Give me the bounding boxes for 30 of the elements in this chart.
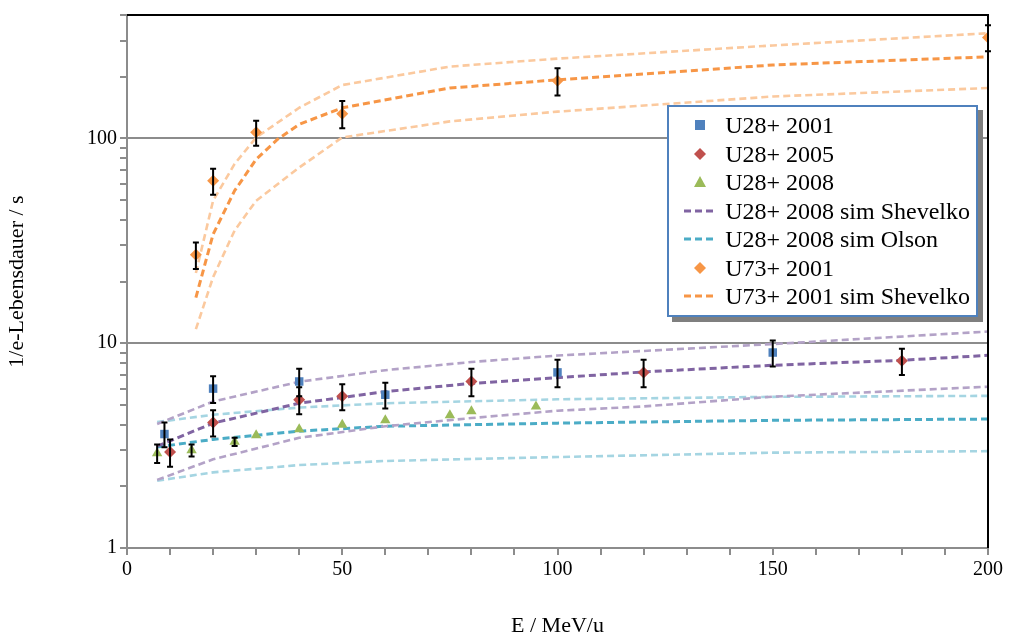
y-tick-label: 100: [87, 125, 117, 148]
x-tick-label: 200: [973, 557, 1003, 580]
legend-label: U73+ 2001: [725, 253, 834, 282]
legend-label: U28+ 2008: [725, 168, 834, 197]
point: [444, 409, 456, 419]
legend-label: U28+ 2008 sim Olson: [725, 225, 939, 254]
x-axis-title: E / MeV/u: [511, 611, 604, 637]
x-tick-label: 0: [122, 557, 132, 580]
x-tick-label: 100: [542, 557, 573, 580]
legend-label: U28+ 2005: [725, 139, 834, 168]
y-axis-title: 1/e-Lebensdauer / s: [2, 195, 28, 368]
line-series: [194, 31, 988, 275]
line-series: [155, 449, 988, 483]
line-series: [155, 330, 988, 426]
legend-label: U28+ 2001: [725, 111, 834, 140]
point: [530, 400, 542, 410]
line-series: [155, 394, 988, 424]
point: [250, 429, 262, 439]
x-tick-label: 150: [757, 557, 788, 580]
point: [337, 418, 348, 428]
point: [294, 423, 305, 433]
legend-label: U28+ 2008 sim Shevelko: [725, 196, 970, 225]
legend-label: U73+ 2001 sim Shevelko: [725, 282, 970, 311]
point: [466, 405, 477, 415]
point: [380, 414, 391, 424]
line-series: [155, 385, 988, 482]
y-tick-label: 1: [107, 535, 117, 558]
y-tick-label: 10: [97, 330, 117, 353]
line-series: [194, 86, 988, 331]
x-tick-label: 50: [332, 557, 353, 580]
